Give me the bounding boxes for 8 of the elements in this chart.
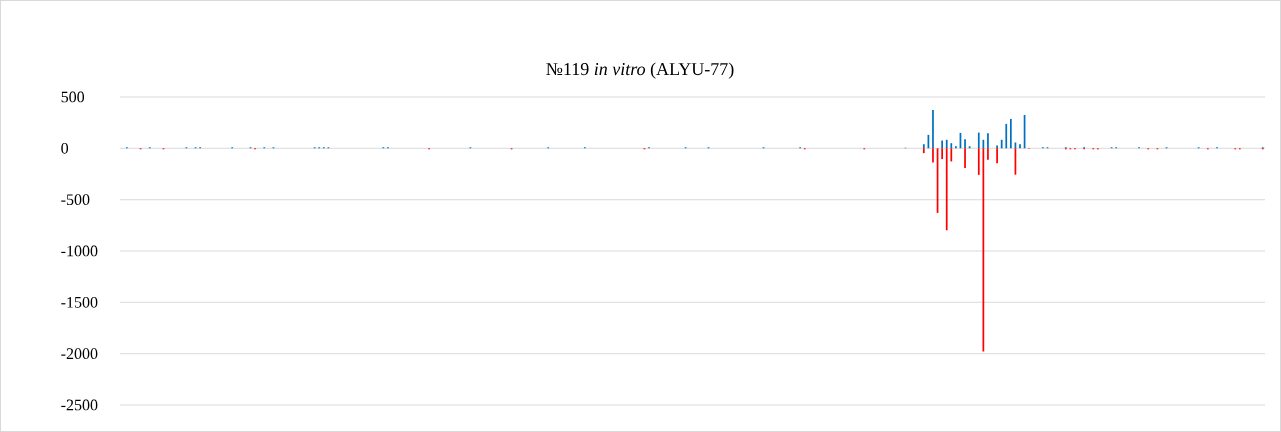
y-tick-label: -2000 — [61, 348, 98, 360]
y-tick-label: 500 — [61, 91, 85, 103]
y-tick-label: -1000 — [61, 245, 98, 257]
y-tick-label: -1500 — [61, 296, 98, 308]
y-tick-label: -500 — [61, 194, 90, 206]
y-tick-label: 0 — [61, 142, 69, 154]
y-tick-label: -2500 — [61, 399, 98, 411]
chart-title: №119 in vitro (ALYU-77) — [546, 62, 734, 79]
